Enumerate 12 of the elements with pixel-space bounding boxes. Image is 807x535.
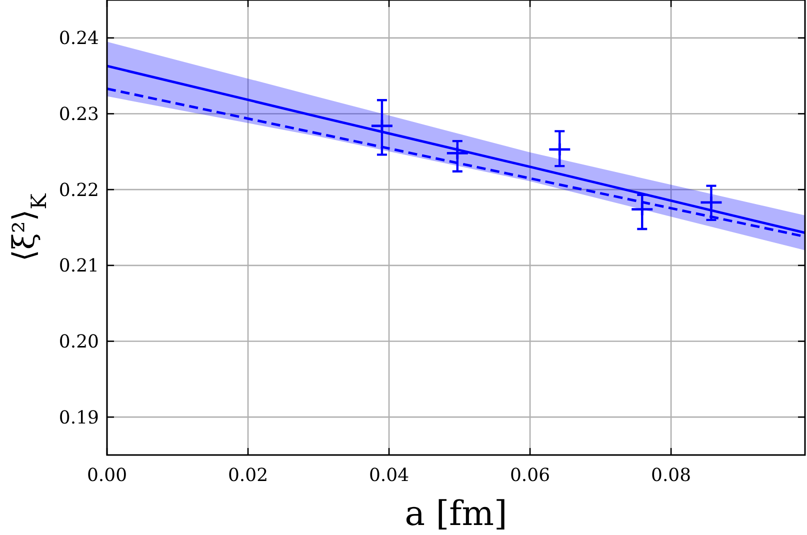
x-tick-label: 0.04 [368,465,410,486]
y-tick-label: 0.22 [58,180,99,201]
x-tick-label: 0.06 [510,465,550,486]
y-tick-label: 0.21 [58,256,99,277]
y-tick-label: 0.20 [58,332,99,353]
x-tick-label: 0.00 [86,465,128,486]
y-tick-label: 0.23 [58,104,99,126]
y-tick-label: 0.19 [58,407,99,428]
x-tick-label: 0.02 [228,465,268,486]
x-axis-title: a [fm] [404,494,508,534]
y-tick-label: 0.24 [58,28,99,50]
x-tick-label: 0.08 [651,465,692,486]
